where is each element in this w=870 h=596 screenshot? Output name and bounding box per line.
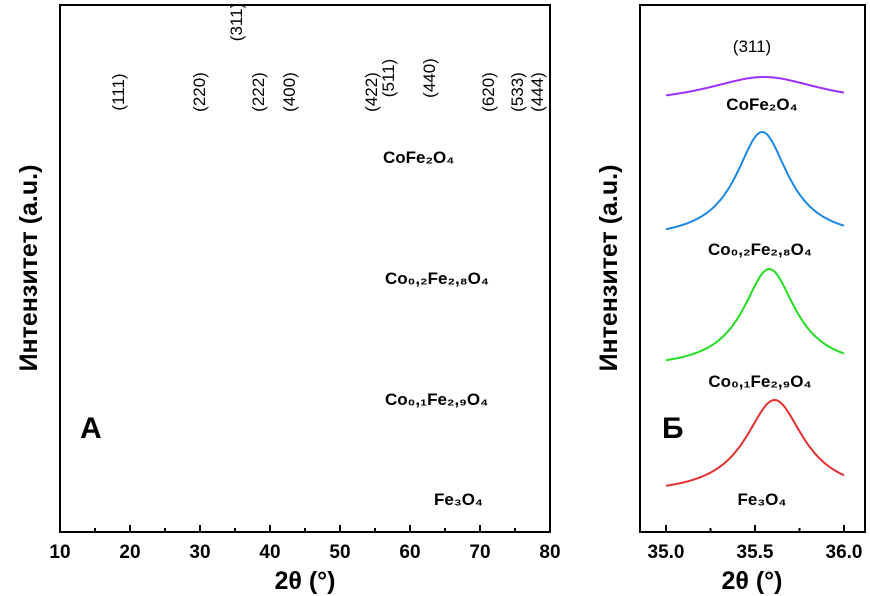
peak-label: (220) (190, 72, 209, 112)
panel-a-peak-labels: (111) (220) (311) (222) (400) (422)(511) (440)… (109, 3, 547, 112)
panel-a-x-tick-label: 60 (399, 542, 420, 563)
panel-b-x-tick-label: 36.0 (826, 542, 863, 563)
panel-a-sample-label: Fe₃O₄ (434, 490, 483, 509)
panel-b-peak-title: (311) (733, 37, 771, 56)
panel-a-x-ticks: 10 20 30 40 50 60 70 80 (49, 525, 561, 563)
panel-b-x-axis-title: 2θ (°) (721, 567, 782, 595)
panel-a-x-tick-label: 40 (259, 542, 280, 563)
panel-a-y-axis-title: Интензитет (a.u.) (15, 165, 43, 372)
panel-a-x-tick-label: 30 (189, 542, 210, 563)
panel-a-sample-labels: CoFe₂O₄ Co₀,₂Fe₂,₈O₄ Co₀,₁Fe₂,₉O₄ Fe₃O₄ (383, 148, 489, 509)
peak-label: (311) (227, 3, 246, 41)
panel-b-x-tick-label: 35.5 (737, 542, 774, 563)
panel-a-sample-label: Co₀,₂Fe₂,₈O₄ (385, 269, 489, 288)
peak-label: (533) (508, 72, 527, 112)
panel-a-sample-label: CoFe₂O₄ (383, 148, 454, 167)
panel-b-sample-label: Co₀,₂Fe₂,₈O₄ (708, 240, 812, 259)
peak-label: (440) (420, 58, 439, 98)
panel-a-x-tick-label: 20 (119, 542, 140, 563)
peak-label: (222) (249, 72, 268, 112)
panel-b-x-tick-label: 35.0 (648, 542, 685, 563)
peak-label: (422) (362, 72, 381, 112)
panel-b-sample-label: Co₀,₁Fe₂,₉O₄ (708, 372, 811, 391)
series-line-b-3 (665, 399, 845, 487)
peak-label: (111) (109, 73, 128, 110)
panel-a-x-tick-label: 80 (539, 542, 560, 563)
panel-a-x-tick-label: 70 (469, 542, 490, 563)
panel-a-letter: А (80, 412, 102, 445)
panel-b-x-ticks: 35.0 35.5 36.0 (648, 525, 863, 563)
panel-b-curves (665, 76, 845, 487)
peak-label: (620) (479, 72, 498, 112)
panel-b-sample-labels: CoFe₂O₄ Co₀,₂Fe₂,₈O₄ Co₀,₁Fe₂,₉O₄ Fe₃O₄ (708, 95, 812, 509)
series-line-b-2 (665, 268, 845, 362)
panel-b-sample-label: Fe₃O₄ (737, 490, 786, 509)
panel-a-x-axis-title: 2θ (°) (274, 567, 335, 595)
panel-b-sample-label: CoFe₂O₄ (726, 95, 797, 114)
panel-b-y-axis-title: Интензитет (a.u.) (595, 165, 623, 372)
panel-a-x-tick-label: 10 (49, 542, 70, 563)
peak-label: (400) (280, 72, 299, 112)
peak-label: (511) (379, 59, 398, 97)
peak-label: (444) (528, 72, 547, 112)
panel-a-x-tick-label: 50 (329, 542, 350, 563)
panel-b-letter: Б (662, 412, 684, 445)
series-line-b-0 (665, 76, 845, 97)
panel-b-frame (639, 4, 866, 533)
series-line-b-1 (665, 131, 845, 231)
panel-a-sample-label: Co₀,₁Fe₂,₉O₄ (385, 390, 488, 409)
